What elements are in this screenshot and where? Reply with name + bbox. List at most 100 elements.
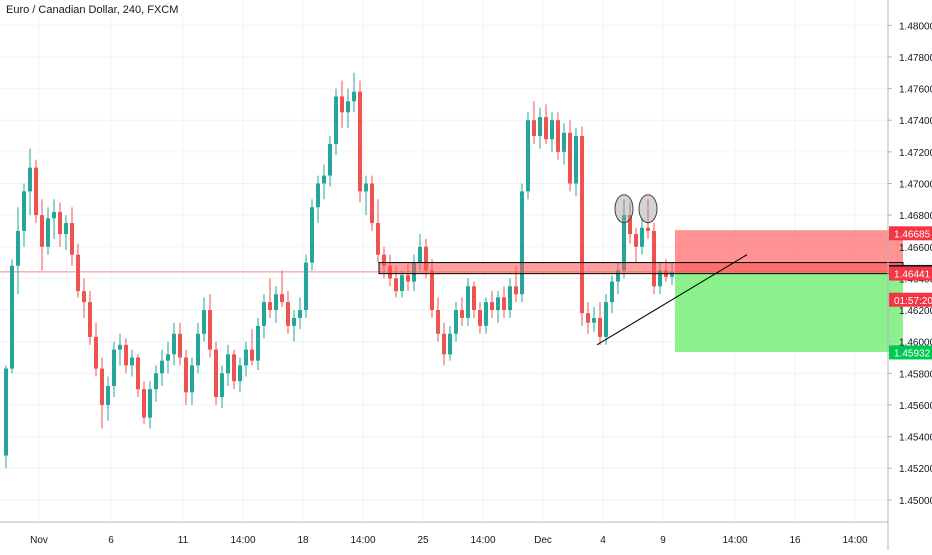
candle	[82, 278, 86, 318]
price-badge-label: 1.46685	[894, 229, 931, 240]
candle-body	[622, 215, 626, 271]
candle-body	[160, 360, 164, 374]
candles	[4, 72, 674, 469]
price-badge-label: 1.45932	[894, 348, 931, 359]
candle	[598, 302, 602, 345]
candle	[460, 297, 464, 326]
candle	[346, 88, 350, 129]
take-profit-zone	[675, 271, 903, 352]
candle	[400, 270, 404, 298]
candle-body	[52, 211, 56, 219]
candle	[22, 183, 26, 247]
y-tick-label: 1.46800	[899, 211, 932, 222]
candle-body	[364, 183, 368, 192]
candle-body	[538, 117, 542, 137]
candle-body	[28, 167, 32, 192]
price-badge: 1.45932	[889, 345, 932, 360]
candle	[160, 349, 164, 386]
candle	[88, 291, 92, 345]
candle	[286, 291, 290, 334]
candle-body	[220, 373, 224, 398]
candle-body	[652, 230, 656, 287]
candle-body	[484, 302, 488, 326]
candle	[274, 286, 278, 323]
candle-body	[238, 365, 242, 382]
x-tick-label: 4	[600, 535, 606, 546]
candle-body	[334, 96, 338, 144]
candle	[238, 357, 242, 393]
y-tick-label: 1.46000	[899, 338, 932, 349]
candle-body	[514, 286, 518, 295]
candle	[208, 294, 212, 358]
price-badge-bg	[889, 292, 932, 307]
candle	[154, 365, 158, 402]
candle	[580, 126, 584, 326]
price-badge-label: 1.46441	[894, 270, 931, 281]
candle-body	[142, 389, 146, 418]
candle	[652, 223, 656, 295]
candle	[298, 297, 302, 330]
x-tick-label: 9	[660, 535, 666, 546]
candle	[106, 376, 110, 421]
candle	[508, 278, 512, 318]
candle-body	[406, 275, 410, 282]
candle-body	[244, 349, 248, 366]
candle	[322, 164, 326, 200]
candle-body	[166, 354, 170, 361]
candle-body	[394, 278, 398, 292]
y-tick-label: 1.45400	[899, 433, 932, 444]
candle-body	[658, 270, 662, 287]
resistance-zone	[378, 262, 904, 275]
candle	[292, 310, 296, 342]
candle-body	[70, 223, 74, 255]
candle	[562, 123, 566, 165]
candle	[496, 291, 500, 323]
candle-body	[646, 227, 650, 231]
candle-body	[4, 368, 8, 456]
candle	[256, 317, 260, 371]
candle-body	[10, 265, 14, 369]
candle	[280, 270, 284, 307]
candle	[124, 338, 128, 374]
candle-body	[76, 254, 80, 292]
candle	[550, 112, 554, 152]
candle	[502, 286, 506, 318]
candle-body	[508, 286, 512, 311]
candle	[556, 112, 560, 160]
x-tick-label: 14:00	[350, 535, 375, 546]
candle	[148, 381, 152, 429]
candle	[244, 341, 248, 377]
candle-body	[172, 333, 176, 355]
candle	[136, 354, 140, 398]
candle	[442, 322, 446, 366]
candle	[640, 218, 644, 255]
candle-body	[580, 136, 584, 314]
candle-body	[310, 207, 314, 263]
candle	[196, 322, 200, 374]
candle	[40, 199, 44, 271]
candle-body	[94, 336, 98, 369]
candle-body	[232, 354, 236, 382]
candle-body	[670, 272, 674, 277]
y-tick-label: 1.47200	[899, 148, 932, 159]
candle-body	[460, 310, 464, 318]
candle-body	[370, 183, 374, 224]
candle-body	[202, 310, 206, 334]
x-tick-label: 18	[297, 535, 309, 546]
chart-title: Euro / Canadian Dollar, 240, FXCM	[6, 4, 179, 16]
candle-body	[430, 270, 434, 311]
grid-lines	[0, 0, 888, 522]
candle	[34, 159, 38, 224]
candle-body	[112, 349, 116, 386]
candle	[544, 104, 548, 144]
candle-body	[466, 286, 470, 318]
candle-body	[550, 120, 554, 140]
candle	[214, 341, 218, 405]
y-tick-label: 1.47400	[899, 116, 932, 127]
candle-body	[640, 227, 644, 247]
candle	[538, 107, 542, 149]
candle	[64, 215, 68, 250]
candle	[46, 207, 50, 255]
